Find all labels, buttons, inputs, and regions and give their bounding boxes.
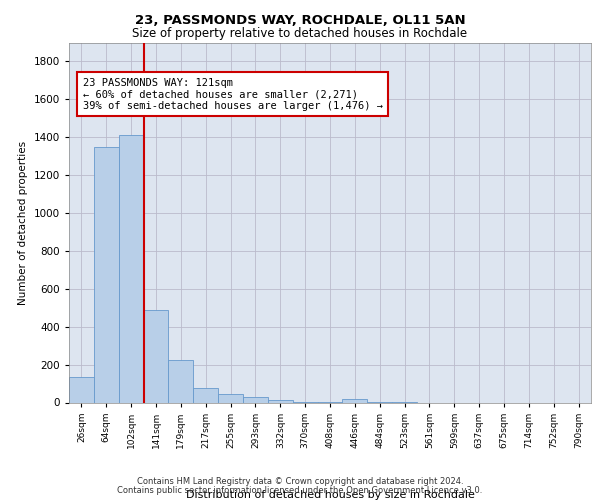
X-axis label: Distribution of detached houses by size in Rochdale: Distribution of detached houses by size … bbox=[185, 490, 475, 500]
Bar bbox=[143, 310, 169, 402]
Bar bbox=[169, 360, 193, 403]
Bar bbox=[94, 146, 119, 402]
Text: Size of property relative to detached houses in Rochdale: Size of property relative to detached ho… bbox=[133, 28, 467, 40]
Bar bbox=[343, 398, 367, 402]
Text: Contains public sector information licensed under the Open Government Licence v3: Contains public sector information licen… bbox=[118, 486, 482, 495]
Bar bbox=[218, 394, 243, 402]
Bar bbox=[193, 388, 218, 402]
Text: 23 PASSMONDS WAY: 121sqm
← 60% of detached houses are smaller (2,271)
39% of sem: 23 PASSMONDS WAY: 121sqm ← 60% of detach… bbox=[83, 78, 383, 111]
Bar bbox=[119, 136, 143, 402]
Bar bbox=[268, 400, 293, 402]
Y-axis label: Number of detached properties: Number of detached properties bbox=[18, 140, 28, 304]
Text: 23, PASSMONDS WAY, ROCHDALE, OL11 5AN: 23, PASSMONDS WAY, ROCHDALE, OL11 5AN bbox=[134, 14, 466, 28]
Bar bbox=[243, 397, 268, 402]
Text: Contains HM Land Registry data © Crown copyright and database right 2024.: Contains HM Land Registry data © Crown c… bbox=[137, 478, 463, 486]
Bar bbox=[69, 377, 94, 402]
